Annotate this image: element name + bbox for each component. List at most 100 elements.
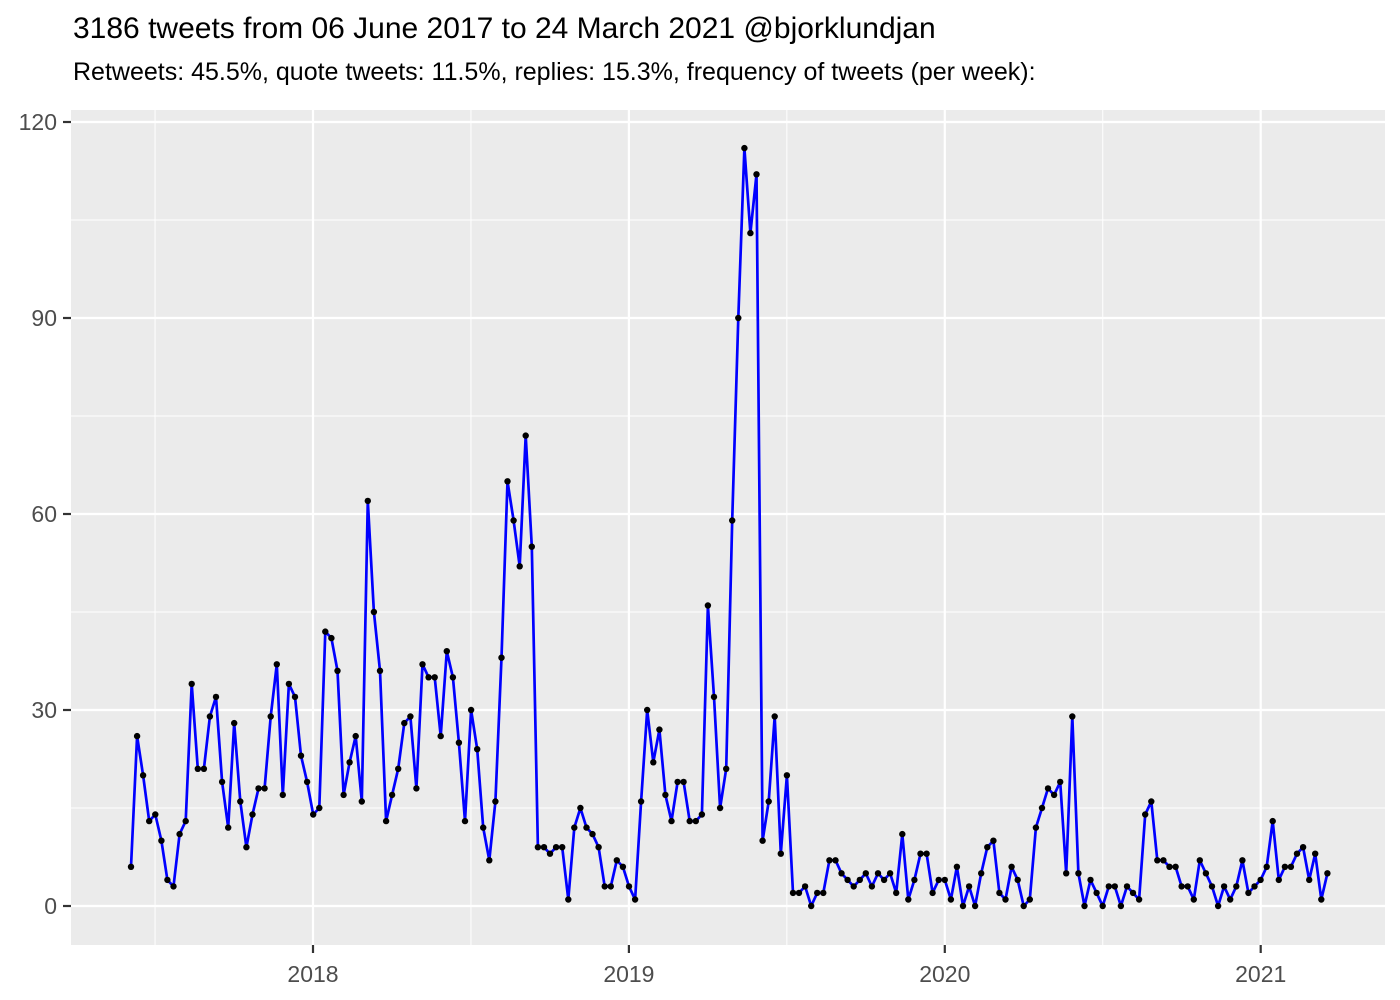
data-point <box>1129 889 1137 897</box>
data-point <box>759 837 766 844</box>
data-point <box>935 876 942 884</box>
data-point <box>431 674 438 681</box>
data-point <box>267 713 274 720</box>
data-point <box>1227 896 1234 903</box>
data-point <box>346 759 353 766</box>
data-point <box>328 634 335 642</box>
data-point <box>559 844 566 851</box>
data-point <box>832 857 839 864</box>
data-point <box>133 732 141 740</box>
data-point <box>139 772 147 779</box>
data-point <box>905 896 912 903</box>
data-point <box>1299 844 1307 851</box>
x-axis-label: 2019 <box>603 961 654 987</box>
data-point <box>285 680 293 688</box>
data-point <box>395 765 402 772</box>
data-point <box>862 870 869 877</box>
data-point <box>1123 883 1131 890</box>
data-point <box>637 798 645 805</box>
data-point <box>1038 804 1046 812</box>
data-point <box>929 889 936 897</box>
data-point <box>1008 863 1015 870</box>
data-point <box>971 902 979 910</box>
data-point <box>546 850 554 857</box>
data-point <box>534 844 542 851</box>
data-point <box>146 817 153 825</box>
data-point <box>1324 870 1331 877</box>
data-point <box>990 837 997 844</box>
data-point <box>419 661 426 668</box>
data-point <box>917 850 924 857</box>
data-point <box>826 857 833 864</box>
data-point <box>583 824 590 831</box>
data-point <box>1014 876 1021 884</box>
data-point <box>194 765 201 772</box>
data-point <box>528 543 535 550</box>
data-point <box>698 811 706 818</box>
data-point <box>498 654 505 661</box>
data-point <box>127 863 135 870</box>
data-point <box>467 706 475 714</box>
data-point <box>1142 811 1149 818</box>
data-point <box>795 889 803 897</box>
data-point <box>510 517 517 524</box>
data-point <box>437 732 444 740</box>
data-point <box>310 811 317 818</box>
data-point <box>1293 850 1301 857</box>
data-point <box>388 791 396 799</box>
data-point <box>631 896 639 903</box>
data-point <box>322 628 329 635</box>
data-point <box>808 902 815 910</box>
data-point <box>170 883 177 890</box>
data-point <box>984 844 991 851</box>
data-point <box>850 883 857 890</box>
data-point <box>625 883 633 890</box>
data-point <box>692 817 699 825</box>
data-point <box>874 870 882 877</box>
data-point <box>1172 863 1179 870</box>
data-point <box>899 830 906 838</box>
data-point <box>741 144 748 152</box>
data-point <box>340 791 347 799</box>
data-point <box>352 732 359 740</box>
data-point <box>1245 889 1252 897</box>
data-point <box>959 902 967 910</box>
data-point <box>522 432 529 439</box>
data-point <box>1251 883 1258 890</box>
data-point <box>965 883 973 890</box>
data-point <box>449 674 457 681</box>
data-point <box>364 497 371 505</box>
data-point <box>1148 798 1155 805</box>
data-point <box>1178 883 1185 890</box>
x-axis-label: 2020 <box>919 961 970 987</box>
data-point <box>516 563 523 570</box>
data-point <box>729 517 736 524</box>
data-point <box>844 876 851 884</box>
data-point <box>668 817 675 825</box>
data-point <box>704 602 712 609</box>
data-point <box>686 817 693 825</box>
data-point <box>1287 863 1295 870</box>
data-point <box>413 785 420 792</box>
data-point <box>735 314 742 322</box>
data-point <box>401 719 408 727</box>
data-point <box>783 772 791 779</box>
data-point <box>868 883 876 890</box>
data-point <box>1208 883 1216 890</box>
data-point <box>382 817 390 825</box>
data-point <box>1233 883 1240 890</box>
data-point <box>407 713 414 720</box>
data-point <box>613 857 620 864</box>
data-point <box>200 765 208 772</box>
data-point <box>237 798 244 805</box>
data-point <box>1044 785 1052 792</box>
data-point <box>1075 870 1082 877</box>
data-point <box>225 824 232 831</box>
data-point <box>261 785 268 792</box>
data-point <box>334 667 341 674</box>
data-point <box>1160 857 1167 864</box>
data-point <box>303 778 311 786</box>
y-axis-label: 30 <box>31 697 57 723</box>
data-point <box>880 876 888 884</box>
